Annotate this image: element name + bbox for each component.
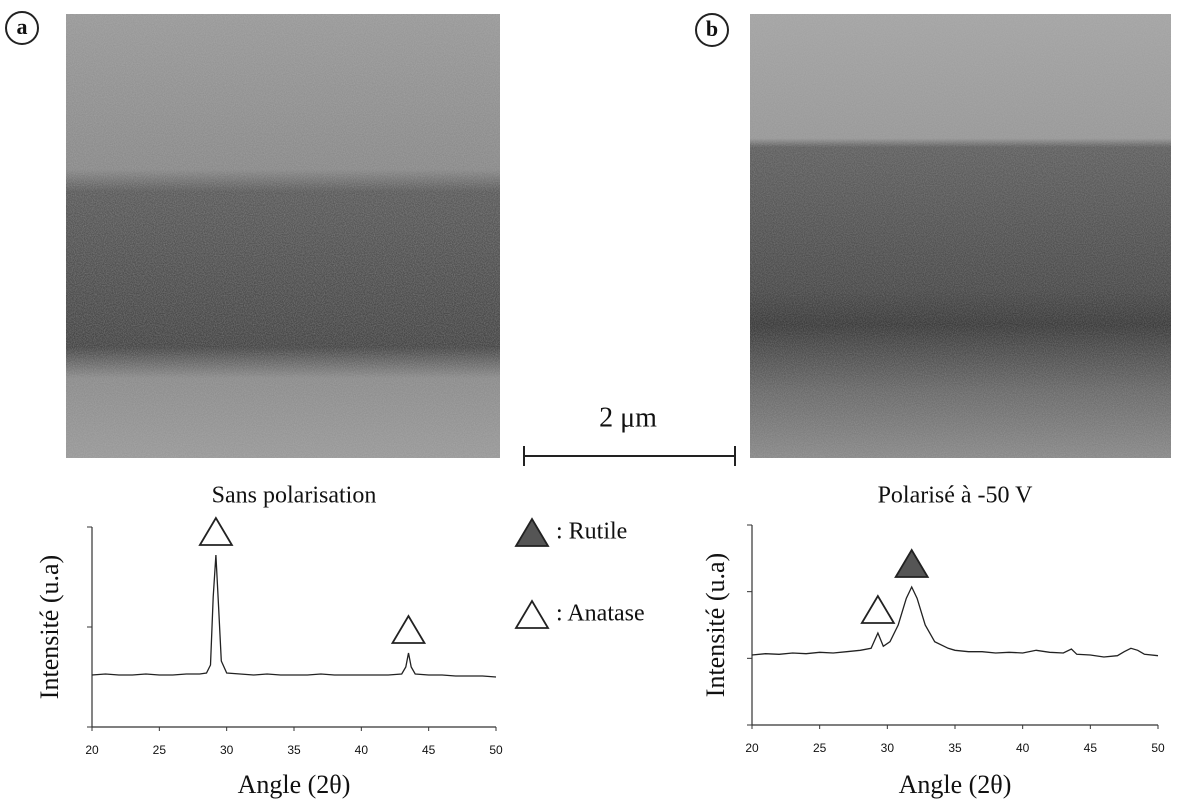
scale-bar xyxy=(523,446,736,466)
peak-marker xyxy=(390,614,427,644)
panel-badge xyxy=(695,13,729,47)
legend-symbol xyxy=(514,599,550,629)
x-axis-label: Angle (2θ) xyxy=(899,770,1012,799)
x-tick-label: 45 xyxy=(1084,741,1098,755)
panel-label: b xyxy=(706,16,718,41)
x-tick-label: 30 xyxy=(881,741,895,755)
legend-symbol xyxy=(514,517,550,547)
peak-marker xyxy=(860,594,896,624)
x-tick-label: 40 xyxy=(355,743,369,757)
x-tick-label: 45 xyxy=(422,743,436,757)
scale-bar-label: 2 μm xyxy=(599,402,657,433)
sem-image-a xyxy=(66,14,500,458)
panel-badge xyxy=(5,11,39,45)
x-tick-label: 20 xyxy=(745,741,759,755)
x-tick-label: 30 xyxy=(220,743,234,757)
sem-image-b xyxy=(750,14,1171,458)
chart-title: Sans polarisation xyxy=(212,483,377,509)
xrd-line xyxy=(91,554,497,678)
x-tick-label: 40 xyxy=(1016,741,1030,755)
peak-marker xyxy=(894,548,930,578)
y-axis-label: Intensité (u.a) xyxy=(701,553,730,697)
xrd-line xyxy=(751,585,1159,658)
panel-label: a xyxy=(17,14,28,39)
y-axis-label: Intensité (u.a) xyxy=(35,555,64,699)
legend: : Rutile : Anatase xyxy=(556,519,645,627)
x-axis-label: Angle (2θ) xyxy=(238,770,351,799)
legend-label: : Anatase xyxy=(556,601,645,627)
x-tick-label: 50 xyxy=(489,743,503,757)
legend-label: : Rutile xyxy=(556,519,627,545)
x-tick-label: 25 xyxy=(153,743,167,757)
x-tick-label: 35 xyxy=(948,741,962,755)
x-tick-label: 35 xyxy=(287,743,301,757)
peak-marker xyxy=(198,516,234,546)
x-tick-label: 25 xyxy=(813,741,827,755)
x-tick-label: 50 xyxy=(1151,741,1165,755)
x-tick-label: 20 xyxy=(85,743,99,757)
chart-title: Polarisé à -50 V xyxy=(878,483,1034,509)
